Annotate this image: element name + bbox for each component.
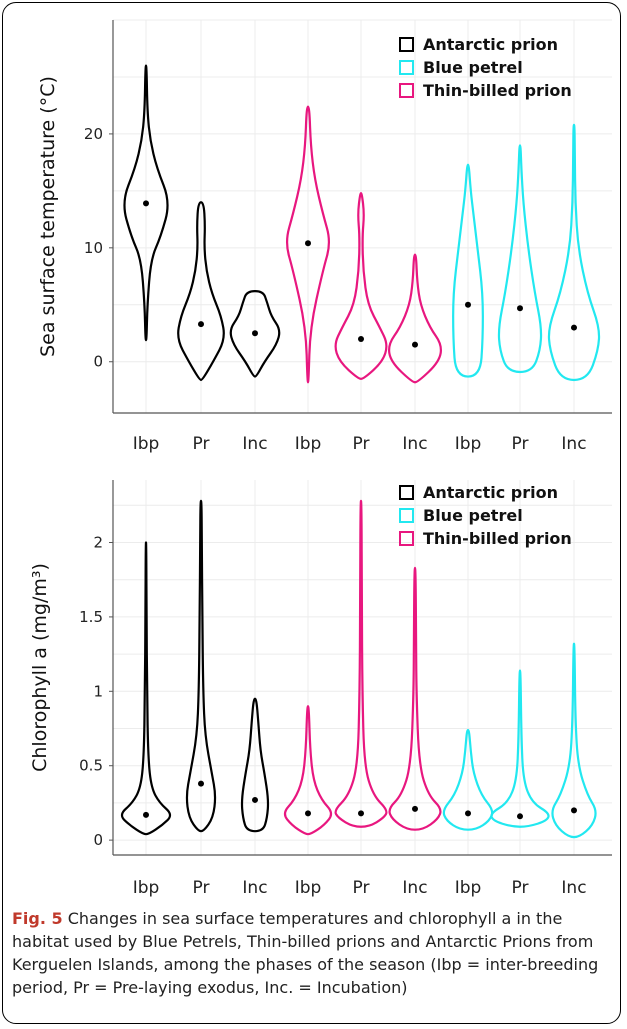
x-category-label: Ibp bbox=[455, 878, 482, 898]
y-tick-label: 1.5 bbox=[79, 608, 103, 626]
x-category-label: Inc bbox=[402, 878, 427, 898]
violin-thin-billed-prion-pr bbox=[334, 192, 388, 380]
x-category-label: Inc bbox=[402, 434, 427, 454]
chart-panel-2: 0 0.5 1 1.5 2 Chlorophyll a (mg/m³) Ibp Pr Inc Ib… bbox=[29, 480, 612, 898]
x-category-label: Inc bbox=[242, 434, 267, 454]
violin-blue-petrel-inc bbox=[551, 642, 597, 839]
violin-antarctic-prion-ibp bbox=[123, 64, 169, 342]
legend-swatch bbox=[399, 83, 414, 98]
violin-blue-petrel-ibp bbox=[452, 163, 484, 378]
violin-thin-billed-prion-ibp bbox=[285, 105, 331, 384]
y-tick-label: 1 bbox=[93, 682, 103, 700]
y-tick-label: 0 bbox=[93, 831, 103, 849]
violin-antarctic-prion-ibp bbox=[120, 541, 172, 836]
mean-point bbox=[305, 240, 311, 247]
violin-thin-billed-prion-inc bbox=[388, 566, 442, 831]
x-category-label: Pr bbox=[353, 434, 370, 454]
violin-blue-petrel-pr bbox=[497, 144, 543, 374]
legend-label: Antarctic prion bbox=[423, 35, 558, 54]
violin-antarctic-prion-pr bbox=[177, 201, 225, 382]
violin-blue-petrel-ibp bbox=[442, 728, 494, 831]
x-category-label: Pr bbox=[353, 878, 370, 898]
x-category-label: Pr bbox=[193, 434, 210, 454]
mean-point bbox=[517, 813, 523, 820]
legend-label: Thin-billed prion bbox=[423, 529, 572, 548]
violin-blue-petrel-pr bbox=[490, 669, 550, 828]
legend-label: Blue petrel bbox=[423, 506, 523, 525]
caption-label: Fig. 5 bbox=[12, 909, 63, 928]
x-category-label: Pr bbox=[512, 878, 529, 898]
x-category-label: Inc bbox=[561, 434, 586, 454]
legend-swatch bbox=[399, 531, 414, 546]
legend-label: Thin-billed prion bbox=[423, 81, 572, 100]
mean-point bbox=[412, 341, 418, 348]
legend-swatch bbox=[399, 508, 414, 523]
violin-antarctic-prion-inc bbox=[229, 290, 281, 378]
legend-swatch bbox=[399, 485, 414, 500]
legend-swatch bbox=[399, 60, 414, 75]
x-category-label: Inc bbox=[561, 878, 586, 898]
mean-point bbox=[571, 807, 577, 814]
violin-antarctic-prion-inc bbox=[240, 697, 270, 833]
x-category-label: Pr bbox=[193, 878, 210, 898]
x-category-label: Inc bbox=[242, 878, 267, 898]
mean-point bbox=[358, 810, 364, 817]
mean-point bbox=[143, 811, 149, 818]
plot-area bbox=[113, 20, 612, 413]
mean-point bbox=[198, 780, 204, 787]
violin-thin-billed-prion-ibp bbox=[283, 705, 333, 836]
y-tick-label: 0 bbox=[93, 353, 103, 371]
x-category-label: Pr bbox=[512, 434, 529, 454]
violin-thin-billed-prion-pr bbox=[334, 499, 388, 828]
figure-caption: Fig. 5 Changes in sea surface temperatur… bbox=[12, 907, 612, 999]
mean-point bbox=[517, 305, 523, 312]
mean-point bbox=[358, 335, 364, 342]
x-category-label: Ibp bbox=[295, 878, 322, 898]
violin-antarctic-prion-pr bbox=[185, 499, 217, 833]
legend-label: Blue petrel bbox=[423, 58, 523, 77]
mean-point bbox=[465, 810, 471, 817]
mean-point bbox=[198, 321, 204, 328]
y-axis-title: Chlorophyll a (mg/m³) bbox=[29, 563, 51, 772]
y-tick-label: 20 bbox=[84, 125, 103, 143]
mean-point bbox=[252, 796, 258, 803]
violin-thin-billed-prion-inc bbox=[388, 253, 442, 384]
mean-point bbox=[571, 324, 577, 331]
mean-point bbox=[305, 810, 311, 817]
violin-blue-petrel-inc bbox=[547, 123, 601, 382]
y-axis-title: Sea surface temperature (°C) bbox=[37, 76, 59, 357]
mean-point bbox=[412, 805, 418, 812]
chart-panel-1: 0 10 20 Sea surface temperature (°C) Ibp Pr In… bbox=[37, 19, 612, 454]
mean-point bbox=[252, 330, 258, 337]
x-category-label: Ibp bbox=[133, 434, 160, 454]
mean-point bbox=[465, 301, 471, 308]
x-category-label: Ibp bbox=[295, 434, 322, 454]
x-category-label: Ibp bbox=[455, 434, 482, 454]
y-tick-label: 0.5 bbox=[79, 757, 103, 775]
y-tick-label: 10 bbox=[84, 239, 103, 257]
legend-swatch bbox=[399, 37, 414, 52]
x-category-label: Ibp bbox=[133, 878, 160, 898]
mean-point bbox=[143, 200, 149, 207]
legend-label: Antarctic prion bbox=[423, 483, 558, 502]
caption-text: Changes in sea surface temperatures and … bbox=[12, 909, 599, 997]
y-tick-label: 2 bbox=[93, 534, 103, 552]
